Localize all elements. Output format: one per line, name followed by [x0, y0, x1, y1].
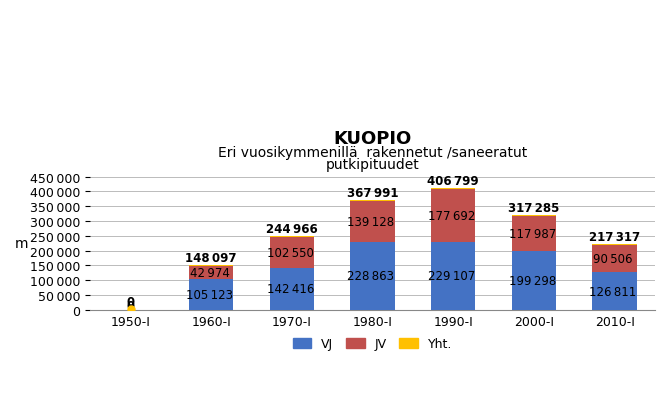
- Text: 199 298: 199 298: [509, 274, 556, 287]
- Text: 177 692: 177 692: [428, 210, 475, 223]
- Text: 117 987: 117 987: [509, 227, 556, 240]
- Text: 42 974: 42 974: [190, 266, 230, 279]
- Text: 0: 0: [127, 295, 135, 308]
- Text: 126 811: 126 811: [590, 285, 636, 298]
- Text: KUOPIO: KUOPIO: [334, 130, 412, 148]
- Text: 90 506: 90 506: [594, 253, 632, 266]
- Text: 102 550: 102 550: [267, 247, 314, 259]
- Bar: [431, 189, 476, 190]
- Bar: [270, 236, 314, 238]
- Bar: [592, 246, 637, 273]
- Bar: [592, 273, 637, 310]
- Bar: [189, 266, 233, 279]
- Bar: [512, 251, 556, 310]
- Bar: [189, 265, 233, 266]
- Bar: [431, 242, 476, 310]
- Text: 217 317: 217 317: [589, 231, 641, 244]
- Text: putkipituudet: putkipituudet: [326, 158, 419, 172]
- Bar: [270, 268, 314, 310]
- Text: 142 416: 142 416: [267, 282, 314, 296]
- Text: 139 128: 139 128: [348, 216, 395, 228]
- Text: 406 799: 406 799: [427, 175, 479, 188]
- Bar: [592, 244, 637, 246]
- Text: 105 123: 105 123: [186, 288, 233, 301]
- Bar: [350, 242, 395, 310]
- Text: Eri vuosikymmenillä  rakennetut /saneeratut: Eri vuosikymmenillä rakennetut /saneerat…: [218, 146, 527, 160]
- Text: 0: 0: [127, 299, 135, 312]
- Text: 148 097: 148 097: [186, 251, 237, 264]
- Bar: [270, 238, 314, 268]
- Text: 317 285: 317 285: [509, 201, 559, 214]
- Text: 244 966: 244 966: [266, 223, 318, 235]
- Bar: [512, 215, 556, 216]
- Bar: [350, 200, 395, 202]
- Bar: [431, 190, 476, 242]
- Bar: [350, 202, 395, 242]
- Bar: [189, 279, 233, 310]
- Text: 367 991: 367 991: [347, 186, 399, 199]
- Bar: [512, 216, 556, 251]
- Text: 229 107: 229 107: [428, 270, 475, 283]
- Text: 228 863: 228 863: [348, 270, 395, 283]
- Legend: VJ, JV, Yht.: VJ, JV, Yht.: [287, 332, 458, 355]
- Y-axis label: m: m: [15, 237, 29, 251]
